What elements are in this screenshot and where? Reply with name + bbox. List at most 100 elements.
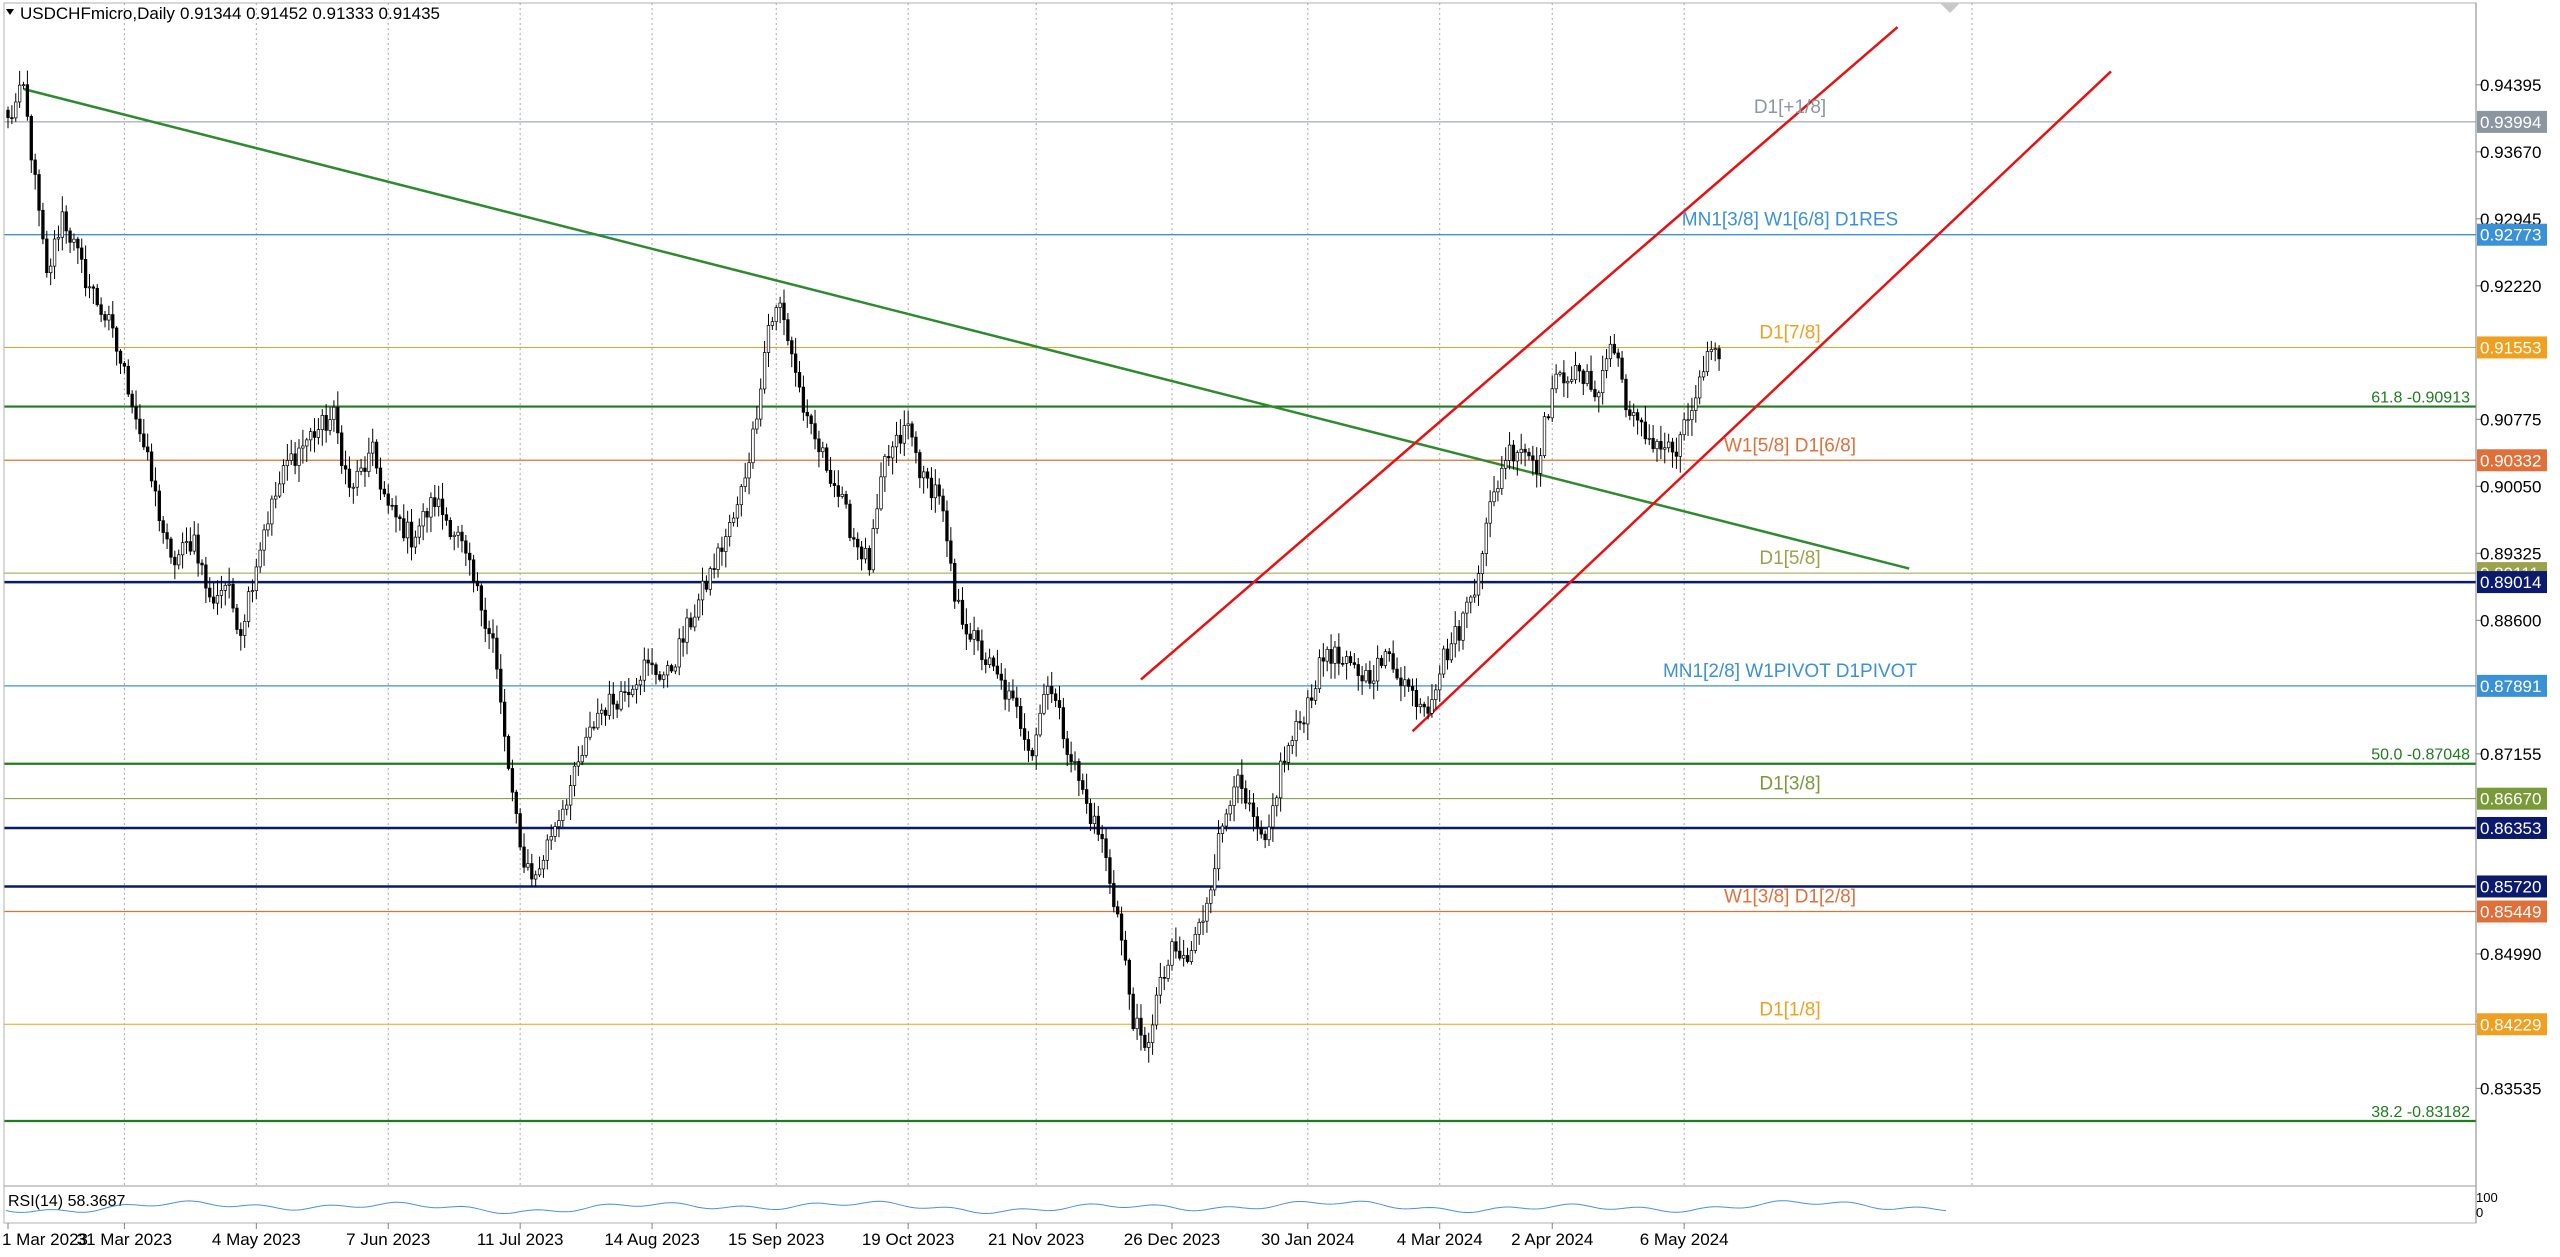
candle-body: [995, 665, 1000, 675]
candle-body: [49, 265, 53, 274]
candle-body: [456, 531, 460, 536]
candle-body: [103, 314, 107, 321]
time-tick-label: 11 Jul 2023: [477, 1230, 564, 1249]
candle-body: [592, 726, 596, 729]
candle-body: [1154, 994, 1159, 1026]
candle-body: [1488, 501, 1492, 524]
candle-body: [506, 735, 511, 769]
candle-body: [1418, 703, 1422, 708]
time-tick-label: 15 Sep 2023: [728, 1230, 824, 1249]
candle-body: [351, 486, 355, 489]
candle-body: [747, 462, 751, 479]
candle-body: [638, 679, 643, 686]
candle-body: [390, 504, 394, 507]
axes: [3, 2, 2477, 1224]
candle-body: [281, 465, 286, 485]
collapse-arrow-icon[interactable]: [6, 9, 14, 15]
candle-body: [1511, 444, 1516, 462]
candle-body: [650, 662, 654, 666]
candle-body: [1267, 826, 1271, 841]
candle-body: [165, 532, 169, 540]
candle-body: [56, 236, 61, 240]
candle-body: [402, 518, 406, 539]
candle-body: [825, 447, 829, 471]
candle-body: [277, 483, 282, 497]
candle-body: [879, 476, 883, 510]
candle-body: [1670, 441, 1675, 453]
candle-body: [1019, 706, 1023, 729]
candle-body: [1364, 670, 1368, 682]
candle-body: [898, 434, 903, 444]
candle-body: [1651, 437, 1655, 450]
candle-body: [421, 511, 425, 527]
candle-body: [677, 638, 681, 668]
candle-body: [289, 453, 293, 461]
candle-body: [1391, 653, 1395, 670]
candle-body: [1174, 941, 1178, 952]
candle-body: [285, 460, 290, 467]
candle-body: [603, 709, 608, 716]
candle-body: [964, 624, 969, 635]
rsi-level-0: 0: [2476, 1205, 2483, 1220]
candle-body: [1313, 688, 1318, 701]
candle-body: [1189, 950, 1194, 962]
candle-body: [1306, 697, 1310, 725]
candle-body: [200, 562, 204, 566]
candle-body: [1531, 455, 1535, 461]
candle-body: [1244, 788, 1248, 804]
candle-body: [953, 562, 957, 602]
price-badge: [2477, 223, 2547, 246]
candle-body: [805, 411, 809, 417]
candle-body: [1127, 959, 1131, 995]
candle-body: [863, 548, 868, 560]
candle-body: [1593, 389, 1597, 398]
candle-body: [1344, 656, 1349, 664]
candle-body: [1026, 739, 1031, 751]
candle-body: [111, 314, 115, 329]
candle-body: [91, 286, 96, 289]
candle-body: [1403, 679, 1407, 687]
candle-body: [208, 587, 212, 598]
candle-body: [266, 523, 270, 531]
candle-body: [1666, 441, 1671, 449]
candle-body: [681, 638, 685, 643]
candle-body: [1069, 754, 1073, 763]
candle-body: [510, 768, 515, 793]
time-tick-label: 19 Oct 2023: [862, 1230, 955, 1249]
candle-body: [1372, 680, 1376, 684]
rsi-line: [5, 1200, 1947, 1215]
candle-body: [759, 388, 763, 420]
candle-body: [1348, 656, 1353, 664]
candle-body: [1290, 740, 1294, 747]
candle-body: [828, 469, 833, 484]
candle-body: [1383, 651, 1388, 666]
candle-body: [378, 467, 383, 490]
candle-body: [588, 726, 592, 738]
candle-body: [584, 736, 588, 756]
candle-body: [1298, 721, 1302, 724]
candle-body: [363, 467, 367, 472]
candle-body: [1597, 392, 1601, 398]
trendline: [1411, 70, 2112, 733]
candle-body: [984, 659, 988, 665]
candle-body: [99, 304, 103, 315]
candle-body: [188, 541, 193, 552]
candle-body: [460, 531, 464, 542]
candle-body: [708, 568, 712, 590]
price-tick-label: 0.90050: [2480, 477, 2541, 496]
price-badges: 0.939940.927730.915530.903320.891110.890…: [2477, 110, 2547, 1036]
candle-body: [305, 439, 309, 447]
candle-body: [1515, 452, 1519, 462]
price-tick-label: 0.88600: [2480, 611, 2541, 630]
time-tick-label: 26 Dec 2023: [1124, 1230, 1220, 1249]
candle-body: [1604, 358, 1609, 371]
candle-body: [1263, 833, 1267, 841]
candle-body: [1399, 677, 1403, 687]
candle-body: [215, 595, 220, 604]
rsi-panel: 100 0 RSI(14) 58.3687: [5, 1190, 2498, 1220]
shift-marker-icon[interactable]: [1940, 3, 1960, 13]
candle-body: [867, 548, 872, 571]
price-badge-label: 0.85720: [2480, 877, 2541, 896]
candle-body: [553, 826, 557, 837]
